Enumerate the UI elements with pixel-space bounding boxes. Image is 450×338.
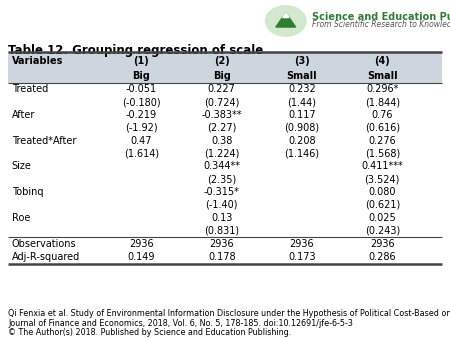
Text: (-1.92): (-1.92) bbox=[125, 123, 158, 133]
Text: 0.173: 0.173 bbox=[288, 252, 316, 262]
Polygon shape bbox=[276, 13, 296, 27]
Text: 0.13: 0.13 bbox=[211, 213, 233, 223]
Polygon shape bbox=[283, 13, 289, 18]
Text: (0.724): (0.724) bbox=[204, 97, 239, 107]
Text: (0.831): (0.831) bbox=[204, 225, 239, 236]
Text: (1.224): (1.224) bbox=[204, 148, 239, 159]
Text: Big: Big bbox=[133, 71, 150, 81]
Text: (0.616): (0.616) bbox=[364, 123, 400, 133]
Text: 0.178: 0.178 bbox=[208, 252, 235, 262]
Text: 0.208: 0.208 bbox=[288, 136, 316, 146]
Text: (0.908): (0.908) bbox=[284, 123, 319, 133]
Text: From Scientific Research to Knowledge: From Scientific Research to Knowledge bbox=[312, 20, 450, 29]
Text: Small: Small bbox=[367, 71, 397, 81]
Text: 2936: 2936 bbox=[290, 239, 314, 249]
Text: (1.146): (1.146) bbox=[284, 148, 319, 159]
Text: (1): (1) bbox=[134, 55, 149, 66]
Text: 0.76: 0.76 bbox=[372, 110, 393, 120]
Text: (1.568): (1.568) bbox=[364, 148, 400, 159]
Text: (1.44): (1.44) bbox=[288, 97, 316, 107]
Text: Table 12. Grouping regression of scale: Table 12. Grouping regression of scale bbox=[8, 44, 263, 57]
Text: 0.117: 0.117 bbox=[288, 110, 316, 120]
Text: (0.621): (0.621) bbox=[364, 200, 400, 210]
Text: Variables: Variables bbox=[12, 55, 63, 66]
Text: -0.383**: -0.383** bbox=[202, 110, 242, 120]
Text: 0.149: 0.149 bbox=[128, 252, 155, 262]
Text: (-1.40): (-1.40) bbox=[206, 200, 238, 210]
Text: Journal of Finance and Economics, 2018, Vol. 6, No. 5, 178-185. doi:10.12691/jfe: Journal of Finance and Economics, 2018, … bbox=[8, 319, 353, 328]
Text: -0.219: -0.219 bbox=[126, 110, 157, 120]
Text: 0.286: 0.286 bbox=[369, 252, 396, 262]
Text: Science and Education Publishing: Science and Education Publishing bbox=[312, 12, 450, 22]
Text: 0.38: 0.38 bbox=[211, 136, 233, 146]
Text: (2): (2) bbox=[214, 55, 230, 66]
Text: © The Author(s) 2018. Published by Science and Education Publishing.: © The Author(s) 2018. Published by Scien… bbox=[8, 328, 291, 337]
Text: Big: Big bbox=[213, 71, 231, 81]
Text: Roe: Roe bbox=[12, 213, 30, 223]
Text: (1.844): (1.844) bbox=[364, 97, 400, 107]
Text: 0.296*: 0.296* bbox=[366, 84, 398, 94]
Text: -0.315*: -0.315* bbox=[204, 187, 240, 197]
Text: (0.243): (0.243) bbox=[364, 225, 400, 236]
Text: 2936: 2936 bbox=[209, 239, 234, 249]
Text: Tobinq: Tobinq bbox=[12, 187, 43, 197]
Text: 0.227: 0.227 bbox=[208, 84, 236, 94]
Text: Observations: Observations bbox=[12, 239, 77, 249]
Text: Small: Small bbox=[287, 71, 317, 81]
Text: After: After bbox=[12, 110, 35, 120]
Text: Adj-R-squared: Adj-R-squared bbox=[12, 252, 80, 262]
Text: 0.344**: 0.344** bbox=[203, 161, 240, 171]
Text: 0.080: 0.080 bbox=[369, 187, 396, 197]
Text: (2.35): (2.35) bbox=[207, 174, 236, 184]
Text: 2936: 2936 bbox=[129, 239, 154, 249]
Text: Treated*After: Treated*After bbox=[12, 136, 76, 146]
Text: Qi Fenxia et al. Study of Environmental Information Disclosure under the Hypothe: Qi Fenxia et al. Study of Environmental … bbox=[8, 309, 450, 318]
Text: (-0.180): (-0.180) bbox=[122, 97, 161, 107]
Circle shape bbox=[266, 6, 306, 36]
Text: 0.276: 0.276 bbox=[369, 136, 396, 146]
FancyBboxPatch shape bbox=[8, 52, 442, 83]
Text: -0.051: -0.051 bbox=[126, 84, 157, 94]
Text: 0.025: 0.025 bbox=[369, 213, 396, 223]
Text: (2.27): (2.27) bbox=[207, 123, 236, 133]
Text: 2936: 2936 bbox=[370, 239, 395, 249]
Text: Size: Size bbox=[12, 161, 32, 171]
Text: 0.47: 0.47 bbox=[131, 136, 152, 146]
Text: (1.614): (1.614) bbox=[124, 148, 159, 159]
Text: Treated: Treated bbox=[12, 84, 48, 94]
Text: (3.524): (3.524) bbox=[364, 174, 400, 184]
Text: (4): (4) bbox=[374, 55, 390, 66]
Text: 0.232: 0.232 bbox=[288, 84, 316, 94]
Text: 0.411***: 0.411*** bbox=[361, 161, 403, 171]
Text: (3): (3) bbox=[294, 55, 310, 66]
